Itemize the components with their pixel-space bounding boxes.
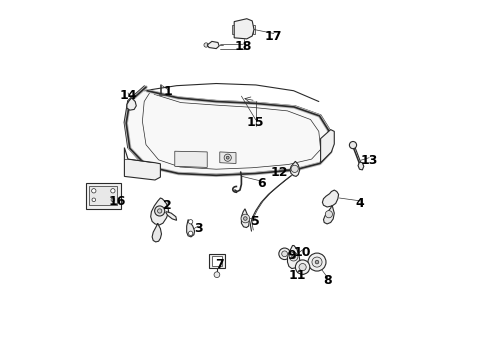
Polygon shape [220,152,236,163]
Text: 13: 13 [361,154,378,167]
Text: 6: 6 [257,177,266,190]
Circle shape [92,189,96,193]
Circle shape [241,214,250,223]
Circle shape [315,260,319,264]
Circle shape [226,156,229,159]
Circle shape [224,154,231,161]
Text: 14: 14 [119,89,137,102]
Text: 11: 11 [289,269,306,282]
Polygon shape [253,25,255,34]
Text: 15: 15 [247,116,265,129]
Polygon shape [124,148,160,180]
Circle shape [189,220,193,224]
Circle shape [92,198,96,202]
Circle shape [157,209,162,213]
Circle shape [129,101,134,107]
Polygon shape [322,190,339,207]
Polygon shape [232,25,235,34]
Text: 9: 9 [288,249,296,262]
Circle shape [291,165,298,172]
Circle shape [204,43,208,47]
Text: 16: 16 [108,195,126,208]
Circle shape [189,231,193,235]
Polygon shape [159,94,164,95]
Text: 7: 7 [216,258,224,271]
Circle shape [279,248,291,260]
Circle shape [111,198,115,202]
Polygon shape [175,151,207,167]
Polygon shape [187,220,195,237]
Text: 3: 3 [194,222,202,235]
Polygon shape [151,198,169,225]
Text: 12: 12 [270,166,288,179]
Polygon shape [290,161,300,176]
Circle shape [349,141,357,149]
Text: 18: 18 [235,40,252,53]
Circle shape [282,251,288,257]
Polygon shape [152,223,162,242]
Circle shape [295,260,310,274]
Circle shape [214,272,220,278]
Text: 4: 4 [356,197,365,210]
Polygon shape [86,183,121,209]
Polygon shape [209,254,225,268]
Text: 8: 8 [323,274,332,287]
Circle shape [289,252,298,261]
Polygon shape [127,98,136,110]
Circle shape [299,264,306,271]
Text: 10: 10 [294,246,311,258]
Polygon shape [234,19,254,39]
Polygon shape [320,130,334,163]
Circle shape [244,217,247,220]
Circle shape [308,253,326,271]
Text: 5: 5 [251,215,260,228]
Polygon shape [212,256,222,266]
Polygon shape [90,186,117,205]
Text: 1: 1 [163,85,172,98]
Text: 17: 17 [265,30,283,42]
Circle shape [292,255,295,258]
Polygon shape [242,209,249,228]
Polygon shape [166,212,176,220]
Text: 2: 2 [163,199,172,212]
Polygon shape [323,205,334,224]
Circle shape [111,189,115,193]
Polygon shape [124,86,331,175]
Circle shape [155,206,165,216]
Circle shape [312,257,322,267]
Polygon shape [288,246,300,269]
Circle shape [325,211,333,218]
Polygon shape [358,162,364,170]
Polygon shape [207,41,219,49]
